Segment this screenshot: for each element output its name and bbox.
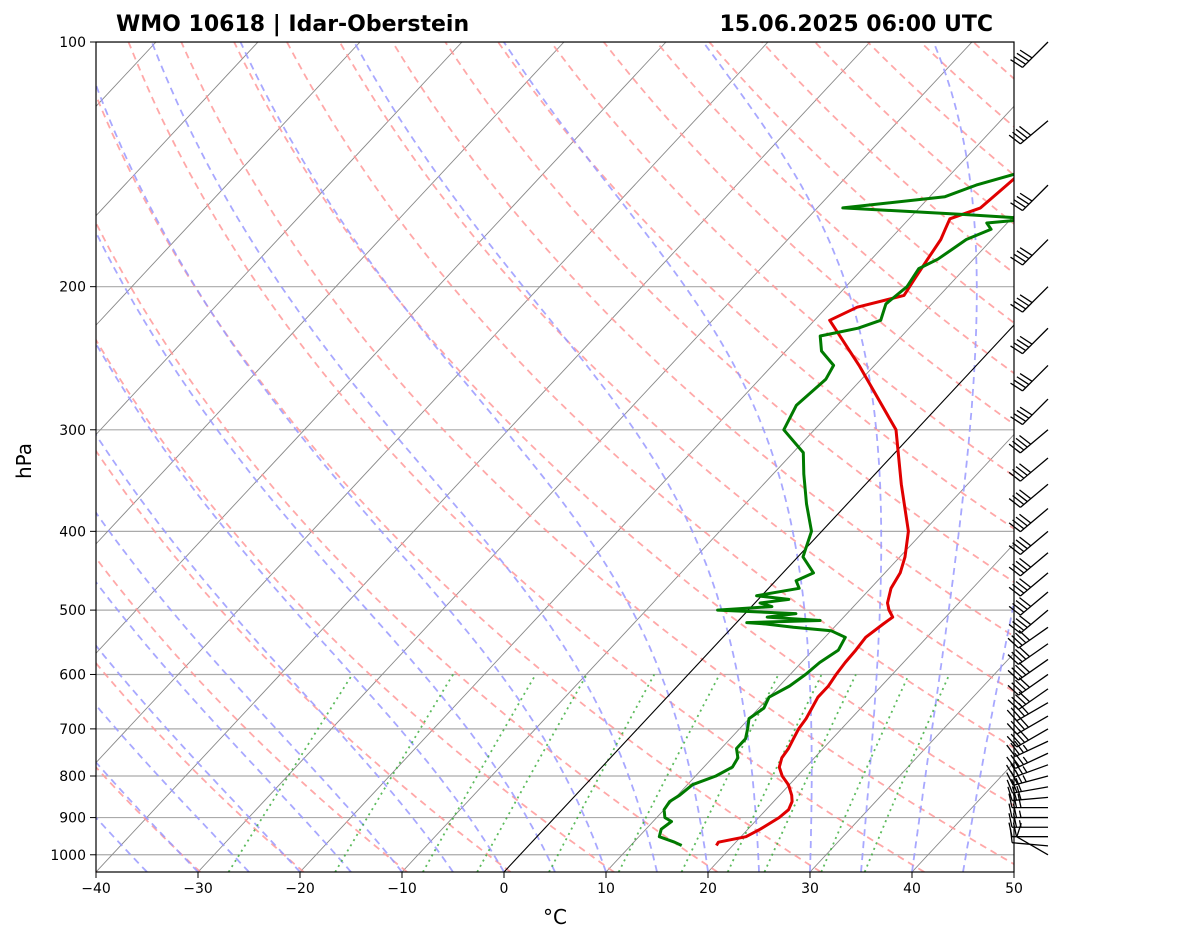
plot-background (96, 42, 1014, 872)
wind-barb (1009, 573, 1048, 596)
wind-barb-shaft (1012, 843, 1048, 846)
x-axis-ticks: −40 −30 −20 −10 0 10 20 30 40 50 (81, 872, 1023, 897)
wind-barb-shaft (1019, 644, 1048, 665)
title-right: 15.06.2025 06:00 UTC (719, 12, 993, 37)
y-tick-label: 900 (59, 811, 86, 827)
wind-barb (1009, 509, 1048, 532)
wind-barb-shaft (1020, 553, 1048, 576)
wind-barb-shaft (1020, 484, 1048, 507)
wind-barb-shaft (1020, 458, 1048, 481)
wind-barb (1009, 553, 1048, 576)
isotherm-line (1014, 42, 1181, 872)
x-tick-label: 40 (903, 881, 921, 897)
y-tick-label: 500 (59, 603, 86, 619)
x-tick-label: 30 (801, 881, 819, 897)
wind-barb-half (1023, 745, 1027, 751)
dry-adiabat-line (1026, 42, 1181, 872)
wind-barb-half (1023, 766, 1027, 772)
wind-barb (1009, 592, 1048, 615)
wind-barb-shaft (1020, 121, 1048, 144)
wind-barb (1009, 430, 1048, 453)
wind-barb (1011, 287, 1048, 312)
wind-barb (1011, 42, 1048, 67)
wind-barb (1009, 823, 1048, 837)
wind-barb (1009, 484, 1048, 507)
wind-barb (1009, 813, 1048, 827)
wind-barb-shaft (1020, 592, 1048, 615)
x-tick-label: 50 (1005, 881, 1023, 897)
y-tick-label: 1000 (50, 848, 86, 864)
wind-barb-shaft (1012, 797, 1048, 800)
x-axis-label: °C (543, 905, 567, 929)
wind-barb-half (1020, 811, 1022, 818)
wind-barb-half (1023, 757, 1027, 763)
wind-barb (1011, 185, 1048, 210)
wind-barb (1009, 804, 1048, 818)
x-tick-label: −30 (183, 881, 213, 897)
y-axis-ticks: 100 200 300 400 500 600 700 800 900 1000 (50, 35, 96, 864)
x-tick-label: −20 (285, 881, 315, 897)
plot-area (96, 42, 1014, 872)
wind-barb (1011, 328, 1048, 353)
x-tick-label: 20 (699, 881, 717, 897)
wind-barb (1011, 365, 1048, 390)
y-tick-label: 100 (59, 35, 86, 51)
y-tick-label: 300 (59, 423, 86, 439)
wind-barb-half (1023, 775, 1026, 781)
wind-barb-shaft (1020, 531, 1048, 554)
y-tick-label: 200 (59, 280, 86, 296)
wind-barb (1009, 121, 1048, 144)
wind-barb-shaft (1020, 573, 1048, 596)
y-tick-label: 700 (59, 722, 86, 738)
y-axis-label: hPa (12, 443, 36, 479)
y-tick-label: 400 (59, 524, 86, 540)
x-tick-label: −40 (81, 881, 111, 897)
y-tick-label: 600 (59, 667, 86, 683)
x-tick-label: 0 (500, 881, 509, 897)
wind-barb (1011, 240, 1048, 265)
wind-barb (1011, 399, 1048, 424)
x-tick-label: −10 (387, 881, 417, 897)
y-tick-label: 800 (59, 769, 86, 785)
wind-barb (1009, 531, 1048, 554)
wind-barb-shaft (1020, 430, 1048, 453)
x-tick-label: 10 (597, 881, 615, 897)
wind-barb-shaft (1020, 509, 1048, 532)
wind-barb (1009, 610, 1048, 633)
title-left: WMO 10618 | Idar-Oberstein (116, 12, 469, 37)
wind-barb (1009, 458, 1048, 481)
